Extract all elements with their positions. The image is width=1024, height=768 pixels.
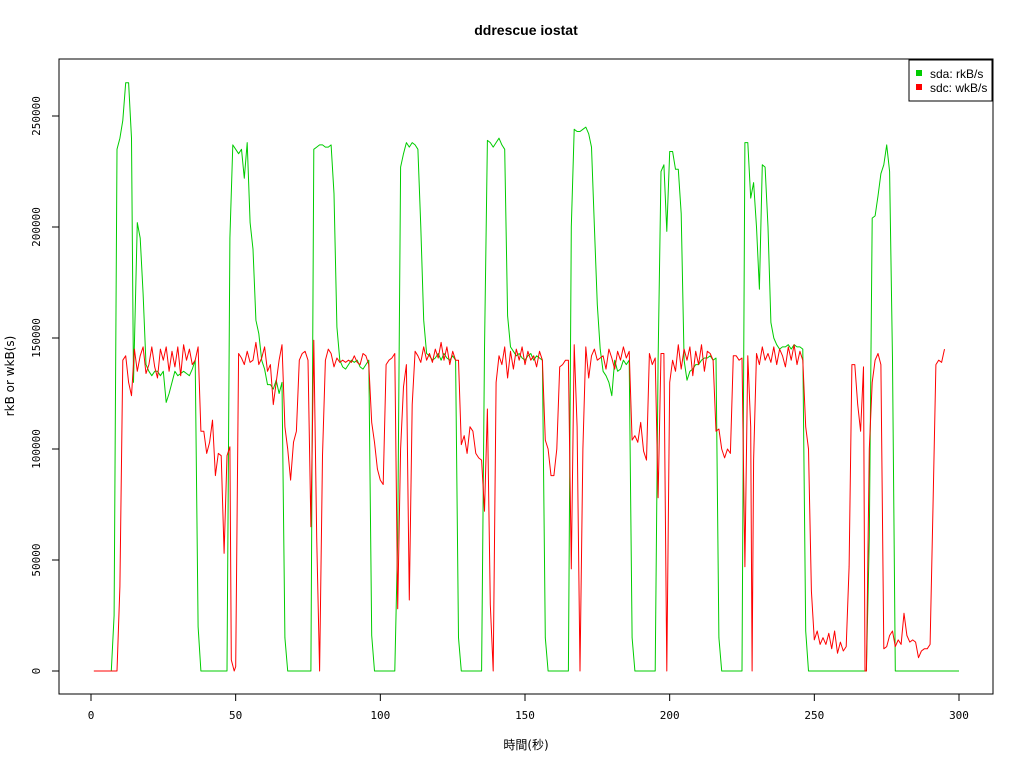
series-layer: [93, 82, 959, 672]
x-tick-label: 250: [804, 709, 824, 722]
series-line-sda: [93, 82, 959, 672]
legend-label-sdc: sdc: wkB/s: [930, 81, 987, 95]
legend-swatch-sdc: [916, 84, 922, 90]
legend: sda: rkB/s sdc: wkB/s: [908, 59, 993, 102]
legend-swatch-sda: [916, 70, 922, 76]
x-tick-label: 200: [660, 709, 680, 722]
x-tick-label: 0: [88, 709, 95, 722]
y-axis: 0 50000 100000 150000 200000 250000: [30, 96, 60, 675]
x-tick-label: 300: [949, 709, 969, 722]
series-line-sdc: [93, 339, 945, 672]
legend-box: [908, 59, 993, 102]
x-axis-label: 時間(秒): [503, 738, 548, 752]
y-tick-label: 150000: [30, 318, 43, 358]
legend-label-sda: sda: rkB/s: [930, 67, 983, 81]
y-tick-label: 0: [30, 668, 43, 675]
x-tick-label: 50: [229, 709, 242, 722]
y-axis-label: rkB or wkB(s): [3, 336, 17, 417]
y-tick-label: 50000: [30, 543, 43, 576]
y-tick-label: 200000: [30, 207, 43, 247]
chart-title: ddrescue iostat: [474, 22, 578, 38]
y-tick-label: 100000: [30, 429, 43, 469]
y-tick-label: 250000: [30, 96, 43, 136]
x-tick-label: 100: [370, 709, 390, 722]
x-tick-label: 150: [515, 709, 535, 722]
x-axis: 0 50 100 150 200 250 300: [88, 693, 969, 722]
